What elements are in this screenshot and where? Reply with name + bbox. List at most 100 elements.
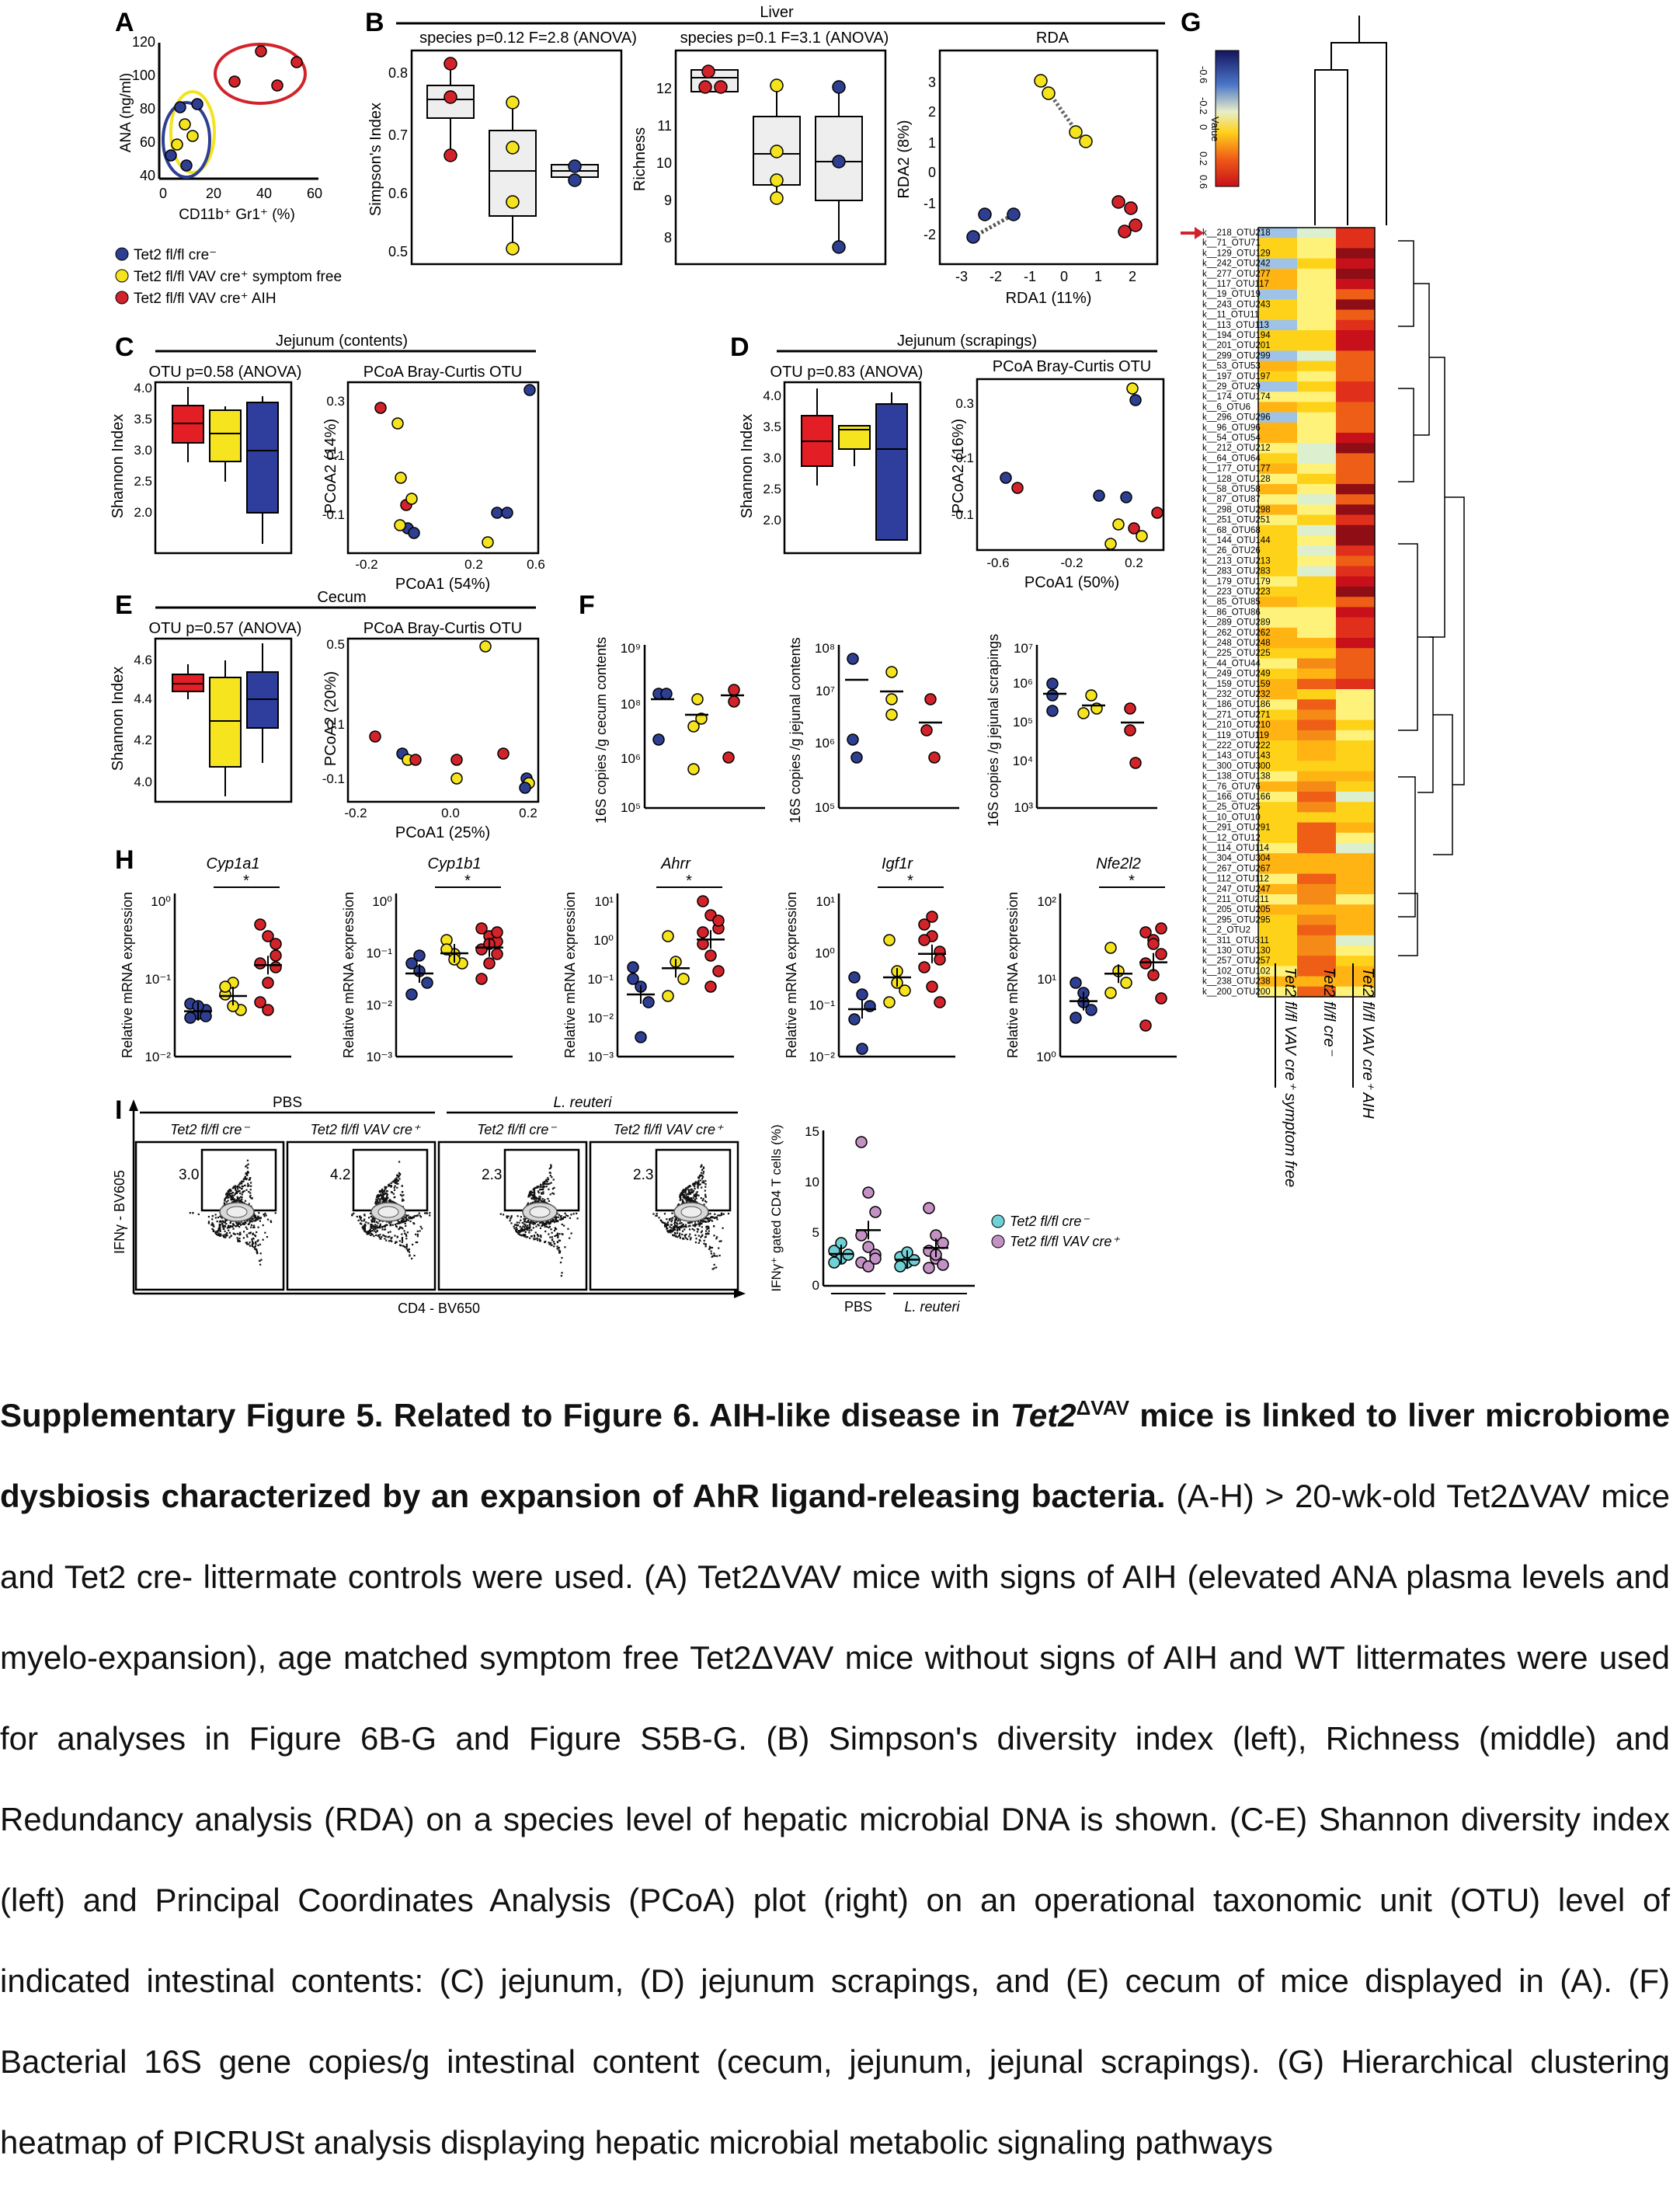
h-point: [254, 957, 266, 970]
svg-text:OTU p=0.57 (ANOVA): OTU p=0.57 (ANOVA): [149, 620, 302, 637]
svg-text:8: 8: [664, 230, 672, 246]
heatmap-cell: [1297, 986, 1336, 998]
gate-value: 4.2: [330, 1167, 350, 1183]
svg-text:L. reuteri: L. reuteri: [554, 1095, 613, 1111]
h-point: [856, 988, 868, 1001]
heatmap-row-label: k__222_OTU222: [1202, 741, 1271, 750]
heatmap-cell: [1336, 309, 1375, 321]
heatmap-row-label: k__64_OTU64: [1202, 454, 1261, 463]
svg-text:Jejunum (scrapings): Jejunum (scrapings): [897, 333, 1037, 350]
heatmap-cell: [1336, 412, 1375, 423]
heatmap-cell: [1258, 709, 1297, 721]
heatmap-cell: [1336, 668, 1375, 680]
heatmap-row-label: k__130_OTU130: [1202, 946, 1271, 956]
heatmap-row-label: k__29_OTU29: [1202, 382, 1261, 392]
heatmap-row-label: k__25_OTU25: [1202, 803, 1261, 812]
svg-text:10⁷: 10⁷: [1014, 641, 1033, 656]
heatmap-cell: [1258, 617, 1297, 629]
heatmap-cell: [1258, 258, 1297, 270]
svg-text:species p=0.12 F=2.8 (ANOVA): species p=0.12 F=2.8 (ANOVA): [419, 30, 637, 47]
svg-text:0: 0: [1198, 124, 1209, 130]
svg-text:10⁸: 10⁸: [815, 641, 835, 656]
heatmap-cell: [1336, 433, 1375, 444]
svg-text:3.5: 3.5: [763, 420, 781, 434]
heatmap-row-label: k__251_OTU251: [1202, 516, 1271, 525]
svg-text:species p=0.1 F=3.1 (ANOVA): species p=0.1 F=3.1 (ANOVA): [680, 30, 889, 47]
svg-text:PCoA2 (16%): PCoA2 (16%): [950, 419, 967, 514]
svg-text:1: 1: [928, 135, 936, 151]
svg-text:0.3: 0.3: [955, 396, 974, 411]
heatmap-cell: [1258, 473, 1297, 485]
h-point: [1104, 942, 1117, 954]
svg-text:10⁻¹: 10⁻¹: [144, 972, 171, 987]
heatmap-cell: [1258, 946, 1297, 956]
i-point: [869, 1252, 882, 1265]
h-gene-title: Nfe2l2: [1096, 855, 1141, 872]
svg-text:2: 2: [928, 104, 936, 120]
svg-text:Shannon Index: Shannon Index: [110, 414, 127, 519]
i-legend-vav-cre: Tet2 fl/fl VAV cre⁺: [1010, 1234, 1120, 1249]
heatmap-cell: [1336, 463, 1375, 475]
svg-text:10²: 10²: [1037, 894, 1056, 909]
heatmap-cell: [1297, 627, 1336, 639]
heatmap-cell: [1297, 597, 1336, 608]
i-point: [937, 1237, 949, 1249]
svg-text:10⁰: 10⁰: [815, 946, 835, 961]
svg-text:PCoA Bray-Curtis OTU: PCoA Bray-Curtis OTU: [363, 364, 522, 381]
heatmap-cell: [1336, 689, 1375, 700]
svg-text:-0.6: -0.6: [986, 555, 1009, 570]
heatmap-cell: [1336, 494, 1375, 505]
legend-cre-neg: Tet2 fl/fl cre⁻: [134, 247, 217, 263]
heatmap-cell: [1336, 402, 1375, 413]
h-point: [1070, 977, 1082, 989]
heatmap-cell: [1258, 976, 1297, 987]
g-col-label-1: Tet2 fl/fl VAV cre⁺ symptom free: [1282, 967, 1299, 1187]
heatmap-row-label: k__304_OTU304: [1202, 854, 1271, 863]
heatmap-cell: [1258, 371, 1297, 382]
heatmap-cell: [1258, 719, 1297, 731]
heatmap-cell: [1336, 381, 1375, 392]
svg-text:10⁰: 10⁰: [372, 894, 392, 909]
svg-text:C: C: [115, 333, 134, 362]
h-point: [491, 926, 503, 939]
heatmap-cell: [1258, 299, 1297, 311]
heatmap-cell: [1258, 638, 1297, 649]
svg-text:12: 12: [656, 81, 672, 96]
heatmap-cell: [1258, 658, 1297, 670]
heatmap-row-label: k__53_OTU53: [1202, 362, 1261, 371]
heatmap-row-label: k__144_OTU144: [1202, 536, 1271, 545]
svg-text:-0.1: -0.1: [322, 507, 345, 522]
heatmap-row-label: k__295_OTU295: [1202, 915, 1271, 925]
heatmap-cell: [1258, 587, 1297, 597]
heatmap-cell: [1336, 514, 1375, 526]
svg-text:10⁰: 10⁰: [151, 894, 171, 909]
h-ylabel: Relative mRNA expression: [341, 892, 357, 1058]
svg-text:3.0: 3.0: [763, 451, 781, 465]
svg-text:-0.6: -0.6: [1198, 66, 1209, 83]
panel-letter-a: A: [115, 8, 134, 37]
heatmap-row-label: k__96_OTU96: [1202, 423, 1261, 433]
heatmap-cell: [1336, 709, 1375, 721]
heatmap-cell: [1258, 894, 1297, 905]
svg-text:10⁻²: 10⁻²: [587, 1011, 614, 1026]
h-point: [413, 949, 426, 962]
legend-symptom-free: Tet2 fl/fl VAV cre⁺ symptom free: [134, 269, 342, 285]
heatmap-cell: [1297, 494, 1336, 505]
heatmap-cell: [1297, 248, 1336, 259]
svg-text:100: 100: [132, 68, 155, 83]
heatmap-cell: [1336, 966, 1375, 977]
h-point: [1139, 957, 1152, 970]
heatmap-cell: [1336, 279, 1375, 290]
panel-b: B Liver species p=0.12 F=2.8 (ANOVA) Sim…: [365, 4, 1165, 307]
heatmap-cell: [1297, 524, 1336, 536]
h-point: [635, 1031, 647, 1043]
svg-text:Shannon Index: Shannon Index: [110, 667, 127, 771]
svg-text:10³: 10³: [1014, 800, 1033, 815]
heatmap-cell: [1336, 802, 1375, 813]
heatmap-row-label: k__257_OTU257: [1202, 956, 1271, 966]
heatmap-cell: [1297, 771, 1336, 782]
heatmap-cell: [1336, 545, 1375, 556]
h-point: [405, 988, 418, 1001]
heatmap-cell: [1258, 422, 1297, 434]
heatmap-cell: [1297, 966, 1336, 977]
